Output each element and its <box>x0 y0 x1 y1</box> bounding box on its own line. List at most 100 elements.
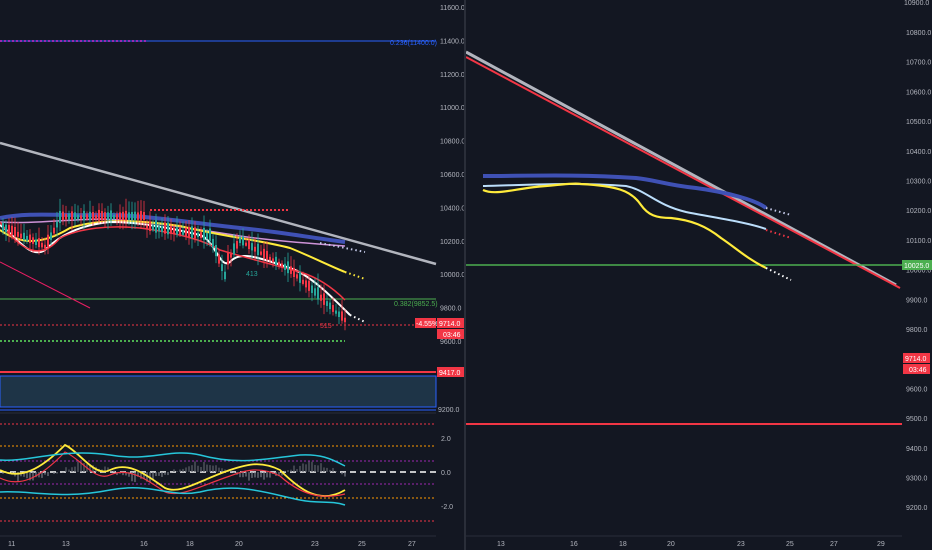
left-price-tick: 10400.0 <box>440 205 464 212</box>
osc-bar <box>116 472 118 476</box>
candle-body <box>56 221 58 228</box>
left-price-tag <box>437 318 464 328</box>
osc-bar <box>200 467 202 472</box>
right-blue-ma <box>482 173 768 210</box>
osc-yellow-line <box>0 443 346 497</box>
osc-bar <box>26 472 28 479</box>
osc-bar <box>80 462 82 472</box>
right-x-tick: 20 <box>667 541 675 548</box>
osc-bar <box>296 469 298 472</box>
candle-body <box>110 210 112 221</box>
left-x-tick: 16 <box>140 541 148 548</box>
candle-body <box>200 232 202 238</box>
osc-bar <box>104 466 106 472</box>
osc-bar <box>311 461 313 472</box>
left-candles <box>2 198 346 331</box>
right-grey-trendline[interactable] <box>466 50 897 287</box>
candle-body <box>89 211 91 221</box>
osc-bar <box>92 465 94 472</box>
candle-count-label: 413 <box>246 271 258 278</box>
grey-trendline[interactable] <box>0 141 437 266</box>
left-price-tick: 10200.0 <box>440 239 464 246</box>
projection-dots-yellow <box>344 271 366 280</box>
candle-body <box>80 215 82 219</box>
right-price-tick: 10500.0 <box>906 119 931 126</box>
candle-body <box>197 232 199 238</box>
candle-body <box>50 232 52 240</box>
candle-body <box>140 210 142 221</box>
left-x-tick: 11 <box>8 541 15 548</box>
candle-body <box>131 212 133 220</box>
candle-body <box>155 220 157 233</box>
candle-body <box>137 212 139 220</box>
osc-bar <box>326 467 328 472</box>
right-x-tick: 13 <box>497 541 505 548</box>
right-chart-svg[interactable]: 10800.0 10700.0 10600.0 10500.0 10400.0 10300… <box>466 0 932 550</box>
right-price-tick: 9400.0 <box>906 446 928 453</box>
left-chart-panel[interactable]: 11600.0 11400.0 11200.0 11000.0 10800.0 10600… <box>0 0 464 550</box>
osc-bar <box>314 464 316 472</box>
osc-bar <box>83 462 85 472</box>
candle-body <box>176 227 178 235</box>
candle-body <box>242 236 244 246</box>
osc-bar <box>176 471 178 472</box>
candle-body <box>98 209 100 221</box>
osc-bar <box>245 472 247 477</box>
right-x-tick: 25 <box>786 541 794 548</box>
candle-body <box>284 263 286 270</box>
candle-body <box>230 253 232 258</box>
osc-bar <box>191 465 193 472</box>
candle-body <box>266 250 268 260</box>
candle-body <box>143 211 145 221</box>
osc-bar <box>131 472 133 482</box>
candle-body <box>185 227 187 237</box>
osc-bar <box>56 472 58 474</box>
right-price-tag <box>903 353 930 363</box>
osc-bar <box>41 472 43 478</box>
osc-bar <box>233 472 235 473</box>
candle-body <box>218 254 220 264</box>
osc-bar <box>242 472 244 478</box>
candle-body <box>344 317 346 323</box>
candle-body <box>164 222 166 234</box>
candle-body <box>320 294 322 301</box>
candle-body <box>149 221 151 231</box>
right-price-tick: 9600.0 <box>906 386 928 393</box>
candle-body <box>332 305 334 312</box>
left-x-tick: 20 <box>235 541 243 548</box>
osc-bar <box>140 472 142 479</box>
osc-bar <box>17 472 19 482</box>
osc-bar <box>68 469 70 472</box>
panel-divider[interactable] <box>463 0 466 550</box>
candle-body <box>203 227 205 240</box>
candle-body <box>32 237 34 244</box>
fib-mid-label: 0.382(9852.5) <box>394 301 438 308</box>
right-chart-panel[interactable]: 10800.0 10700.0 10600.0 10500.0 10400.0 10300… <box>466 0 932 550</box>
left-price-tick: 11200.0 <box>440 72 464 79</box>
left-price-tick-labels: 11600.0 11400.0 11200.0 11000.0 10800.0 10600… <box>440 5 464 346</box>
candle-body <box>302 279 304 284</box>
left-price-axis[interactable] <box>436 0 464 550</box>
left-chart-svg[interactable]: 11600.011400.011200.011000.010800.010600… <box>0 0 464 550</box>
candle-body <box>65 214 67 220</box>
right-x-tick-labels[interactable]: 13 16 18 20 23 25 27 29 <box>497 541 885 548</box>
candle-body <box>5 224 7 233</box>
right-x-tick: 27 <box>830 541 838 548</box>
candle-body <box>44 244 46 249</box>
osc-bar <box>188 466 190 472</box>
candle-body <box>92 212 94 220</box>
right-price-tick: 9300.0 <box>906 476 928 483</box>
left-x-tick-labels[interactable]: 11 13 16 18 20 23 25 27 <box>8 541 416 548</box>
candle-body <box>278 261 280 266</box>
right-x-tick: 29 <box>877 541 885 548</box>
right-red-trendline[interactable] <box>466 56 901 289</box>
osc-bar <box>224 469 226 472</box>
right-price-tick: 9500.0 <box>906 416 928 423</box>
right-top-partial-tick: 10900.0 <box>904 0 929 7</box>
blue-zone-box <box>0 375 437 408</box>
osc-bar <box>284 470 286 472</box>
candle-body <box>173 227 175 234</box>
candle-body <box>251 243 253 251</box>
candle-body <box>323 293 325 305</box>
osc-bar <box>161 472 163 477</box>
